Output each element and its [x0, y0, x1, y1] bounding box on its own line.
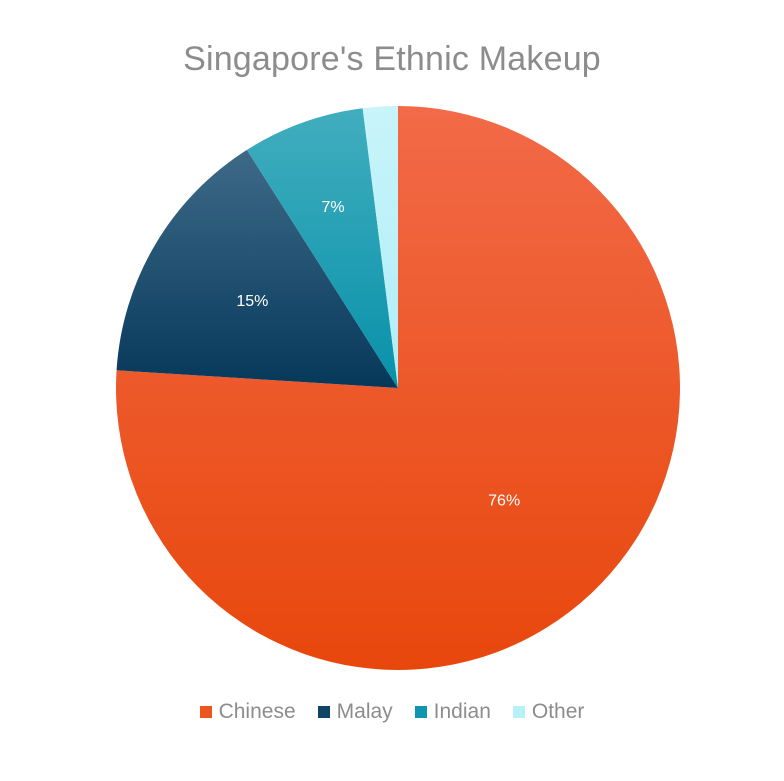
legend-label-other: Other — [531, 700, 585, 723]
legend-swatch-malay — [317, 706, 330, 718]
legend-label-malay: Malay — [336, 700, 393, 723]
pie-slice-chinese — [115, 106, 680, 670]
data-label-chinese: 76% — [488, 492, 520, 509]
legend-label-indian: Indian — [433, 700, 491, 723]
chart-title: Singapore's Ethnic Makeup — [183, 40, 601, 78]
legend-swatch-indian — [414, 706, 427, 718]
legend-swatch-other — [512, 706, 525, 718]
legend-item-malay: Malay — [317, 700, 393, 724]
pie-slice-malay — [116, 149, 399, 388]
legend-item-other: Other — [512, 700, 585, 724]
pie-slice-other — [362, 106, 398, 388]
legend-swatch-chinese — [199, 706, 212, 718]
data-label-indian: 7% — [321, 199, 344, 216]
legend-item-indian: Indian — [414, 700, 491, 724]
legend-item-chinese: Chinese — [199, 700, 296, 724]
data-label-malay: 15% — [236, 293, 268, 310]
legend: Chinese Malay Indian Other — [0, 700, 784, 724]
pie-slice-indian — [246, 108, 398, 388]
legend-label-chinese: Chinese — [218, 700, 296, 723]
